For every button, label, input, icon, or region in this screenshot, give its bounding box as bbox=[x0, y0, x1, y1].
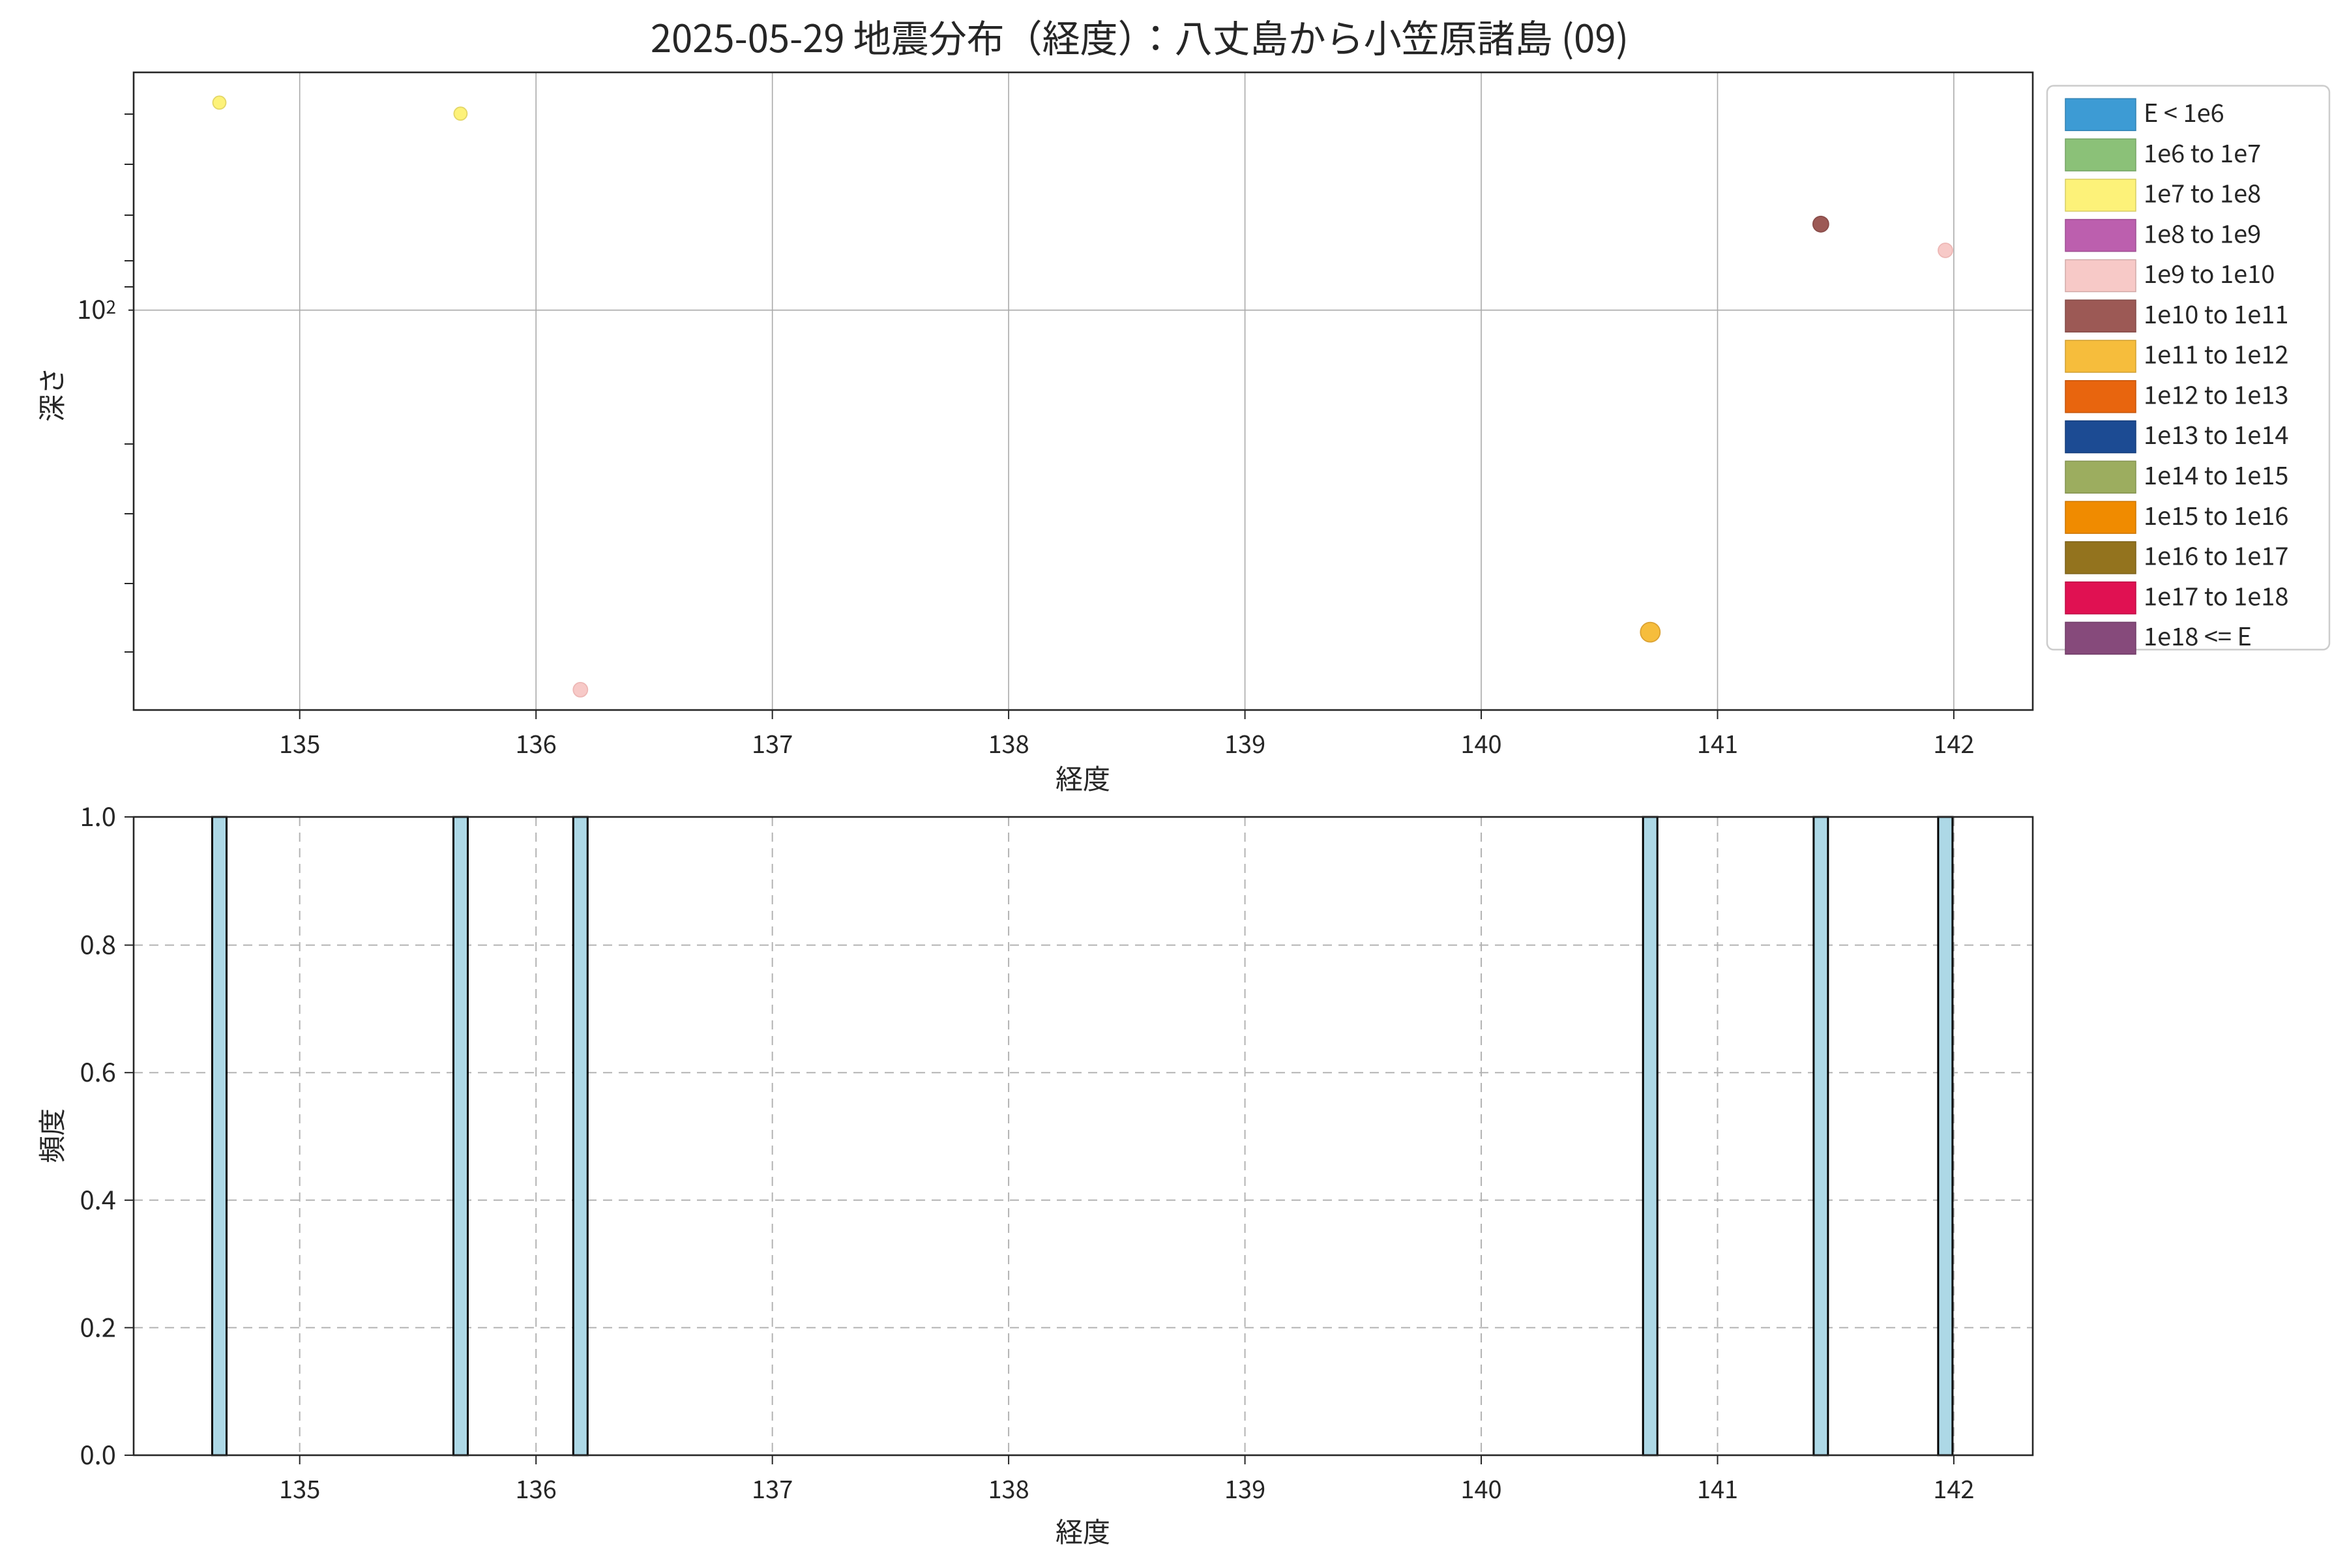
svg-text:141: 141 bbox=[1697, 1470, 1738, 1505]
svg-text:135: 135 bbox=[279, 724, 320, 760]
svg-text:139: 139 bbox=[1224, 1470, 1265, 1505]
svg-text:1e8 to 1e9: 1e8 to 1e9 bbox=[2144, 214, 2261, 250]
svg-text:0.8: 0.8 bbox=[80, 925, 116, 962]
svg-text:138: 138 bbox=[988, 724, 1029, 760]
svg-text:141: 141 bbox=[1697, 724, 1738, 760]
svg-text:1e6 to 1e7: 1e6 to 1e7 bbox=[2144, 134, 2261, 170]
svg-text:1e13 to 1e14: 1e13 to 1e14 bbox=[2144, 415, 2288, 451]
svg-text:0.6: 0.6 bbox=[80, 1052, 116, 1089]
svg-text:E < 1e6: E < 1e6 bbox=[2144, 93, 2224, 129]
svg-text:経度: 経度 bbox=[1055, 758, 1110, 797]
svg-text:139: 139 bbox=[1224, 724, 1265, 760]
svg-text:1e16 to 1e17: 1e16 to 1e17 bbox=[2144, 537, 2288, 572]
svg-text:1e7 to 1e8: 1e7 to 1e8 bbox=[2144, 174, 2261, 210]
svg-text:0.4: 0.4 bbox=[80, 1179, 116, 1217]
svg-text:142: 142 bbox=[1933, 1470, 1974, 1505]
svg-text:136: 136 bbox=[516, 1470, 557, 1505]
svg-text:1e17 to 1e18: 1e17 to 1e18 bbox=[2144, 576, 2288, 612]
svg-text:135: 135 bbox=[279, 1470, 320, 1505]
svg-text:137: 137 bbox=[752, 724, 793, 760]
svg-text:経度: 経度 bbox=[1055, 1511, 1110, 1550]
svg-text:1e9 to 1e10: 1e9 to 1e10 bbox=[2144, 254, 2275, 290]
svg-text:137: 137 bbox=[752, 1470, 793, 1505]
svg-text:140: 140 bbox=[1460, 1470, 1501, 1505]
svg-text:1e15 to 1e16: 1e15 to 1e16 bbox=[2144, 496, 2288, 532]
svg-text:頻度: 頻度 bbox=[31, 1108, 70, 1163]
svg-text:0.2: 0.2 bbox=[80, 1307, 116, 1344]
svg-text:138: 138 bbox=[988, 1470, 1029, 1505]
svg-text:1e10 to 1e11: 1e10 to 1e11 bbox=[2144, 295, 2288, 331]
svg-text:140: 140 bbox=[1460, 724, 1501, 760]
svg-text:1.0: 1.0 bbox=[80, 796, 116, 834]
svg-text:1e14 to 1e15: 1e14 to 1e15 bbox=[2144, 456, 2288, 492]
svg-text:深さ: 深さ bbox=[31, 367, 70, 422]
svg-text:2025-05-29 地震分布（経度）：八丈島から小笠原諸島: 2025-05-29 地震分布（経度）：八丈島から小笠原諸島 (09) bbox=[651, 8, 1629, 63]
svg-text:1e18 <= E: 1e18 <= E bbox=[2144, 617, 2252, 653]
svg-text:142: 142 bbox=[1933, 724, 1974, 760]
svg-text:0.0: 0.0 bbox=[80, 1434, 116, 1472]
svg-text:1e11 to 1e12: 1e11 to 1e12 bbox=[2144, 335, 2288, 371]
svg-text:136: 136 bbox=[516, 724, 557, 760]
svg-text:1e12 to 1e13: 1e12 to 1e13 bbox=[2144, 376, 2288, 411]
